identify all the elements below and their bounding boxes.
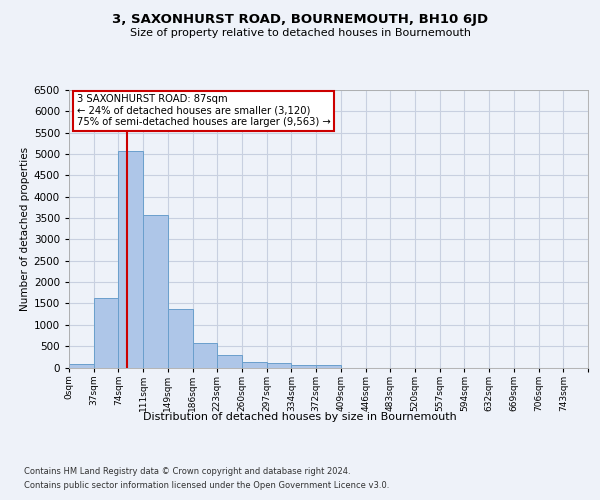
Text: 3 SAXONHURST ROAD: 87sqm
← 24% of detached houses are smaller (3,120)
75% of sem: 3 SAXONHURST ROAD: 87sqm ← 24% of detach…: [77, 94, 331, 128]
Bar: [242, 362, 267, 368]
Bar: [217, 355, 242, 368]
Bar: [267, 363, 292, 368]
Bar: [292, 364, 316, 368]
Text: 3, SAXONHURST ROAD, BOURNEMOUTH, BH10 6JD: 3, SAXONHURST ROAD, BOURNEMOUTH, BH10 6J…: [112, 12, 488, 26]
Text: Size of property relative to detached houses in Bournemouth: Size of property relative to detached ho…: [130, 28, 470, 38]
Y-axis label: Number of detached properties: Number of detached properties: [20, 146, 29, 311]
Bar: [193, 342, 217, 367]
Text: Contains HM Land Registry data © Crown copyright and database right 2024.: Contains HM Land Registry data © Crown c…: [24, 468, 350, 476]
Text: Distribution of detached houses by size in Bournemouth: Distribution of detached houses by size …: [143, 412, 457, 422]
Bar: [94, 298, 118, 368]
Bar: [69, 364, 94, 368]
Bar: [118, 152, 143, 368]
Bar: [168, 308, 193, 368]
Text: Contains public sector information licensed under the Open Government Licence v3: Contains public sector information licen…: [24, 481, 389, 490]
Bar: [143, 215, 168, 368]
Bar: [316, 366, 341, 368]
